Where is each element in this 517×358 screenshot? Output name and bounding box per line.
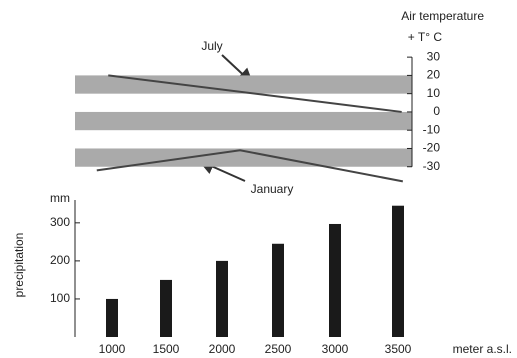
- bar: [160, 279, 172, 337]
- axis-label: precipitation: [12, 233, 26, 298]
- axis-unit: mm: [50, 191, 70, 205]
- y-tick-label: 30: [427, 49, 441, 63]
- y-tick-label: -20: [423, 141, 441, 155]
- y-tick-label: 100: [50, 291, 70, 305]
- x-tick-label: 1000: [99, 342, 126, 356]
- x-tick-label: 2000: [209, 342, 236, 356]
- x-tick-label: 3500: [385, 342, 412, 356]
- axis-label: meter a.s.l.: [453, 342, 512, 356]
- y-tick-label: 20: [427, 68, 441, 82]
- legend-label: July: [201, 39, 222, 53]
- x-tick-label: 2500: [265, 342, 292, 356]
- title: Air temperature: [401, 9, 484, 23]
- y-tick-label: 300: [50, 215, 70, 229]
- y-tick-label: 10: [427, 86, 441, 100]
- y-tick-label: -10: [423, 122, 441, 136]
- legend-label: January: [251, 182, 294, 196]
- axis-label: + T° C: [408, 30, 443, 44]
- bar: [392, 205, 404, 337]
- bar: [106, 298, 118, 337]
- y-tick-label: 200: [50, 253, 70, 267]
- band: [75, 111, 412, 131]
- line: [96, 149, 404, 183]
- y-tick-label: 0: [433, 104, 440, 118]
- bar: [216, 260, 228, 337]
- bar: [272, 243, 284, 337]
- band: [75, 75, 412, 94]
- line: [108, 74, 402, 113]
- bar: [329, 223, 341, 337]
- x-tick-label: 1500: [153, 342, 180, 356]
- x-tick-label: 3000: [322, 342, 349, 356]
- y-tick-label: -30: [423, 159, 441, 173]
